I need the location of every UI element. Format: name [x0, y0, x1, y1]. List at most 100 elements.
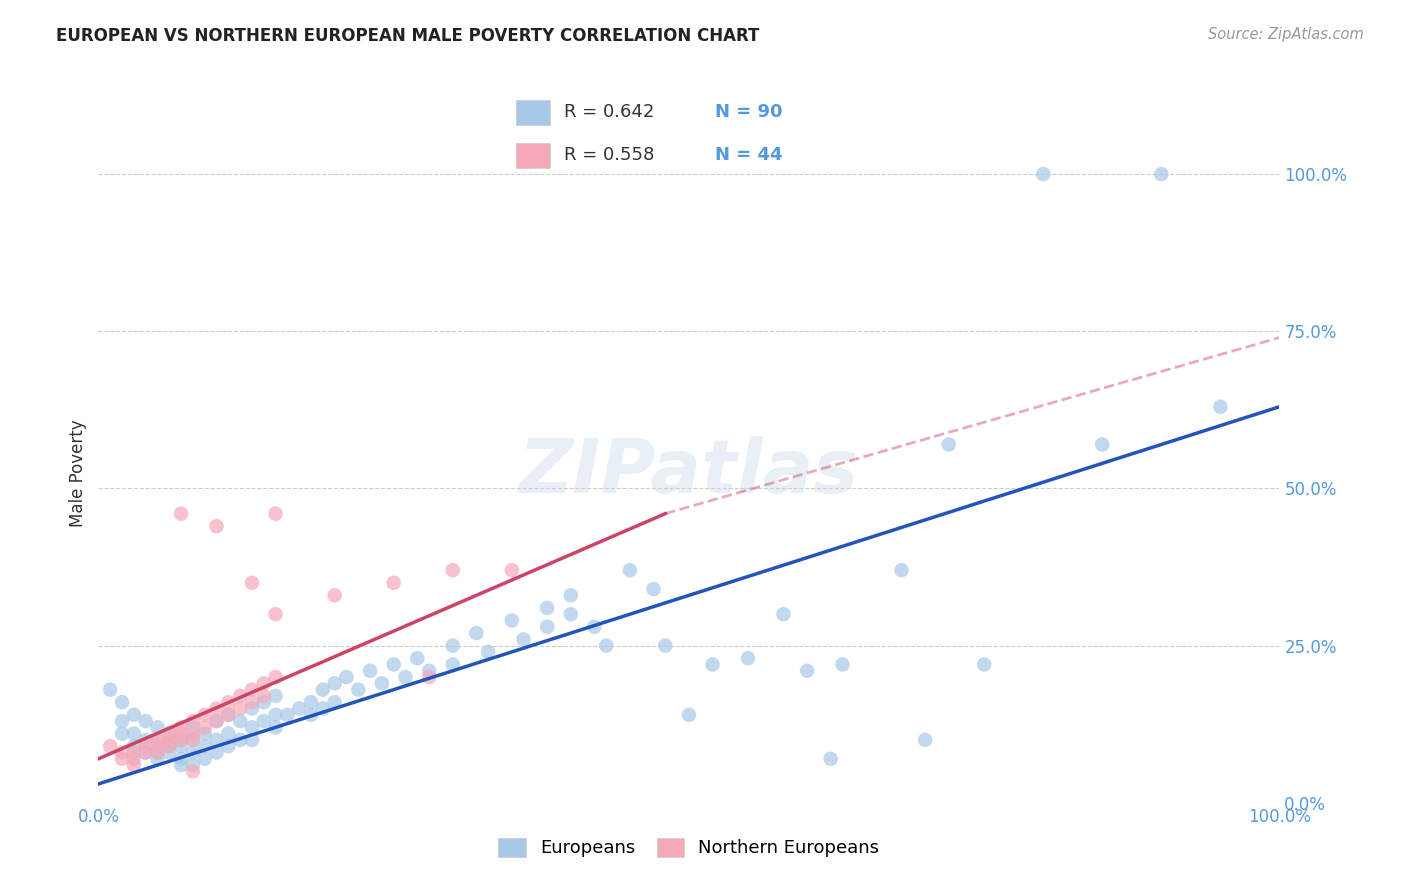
Point [170, 507, 193, 521]
Point [772, 607, 794, 622]
Point [831, 657, 853, 672]
Point [122, 752, 145, 766]
Y-axis label: Male Poverty: Male Poverty [69, 419, 87, 526]
Point [253, 676, 276, 690]
Point [264, 689, 287, 703]
Point [973, 657, 995, 672]
Point [240, 701, 263, 715]
Point [406, 651, 429, 665]
Point [217, 726, 239, 740]
Point [512, 632, 534, 647]
Point [122, 707, 145, 722]
Point [135, 746, 157, 760]
Point [181, 764, 204, 779]
Point [678, 707, 700, 722]
Point [217, 707, 239, 722]
Point [98, 739, 121, 754]
Point [135, 714, 157, 728]
Point [229, 689, 252, 703]
Point [170, 726, 193, 740]
Point [536, 601, 558, 615]
Point [135, 746, 157, 760]
Point [371, 676, 394, 690]
Point [146, 720, 169, 734]
Point [240, 575, 263, 590]
Point [323, 588, 346, 602]
Point [619, 563, 641, 577]
Point [418, 664, 440, 678]
Point [170, 720, 193, 734]
Point [240, 682, 263, 697]
Text: R = 0.642: R = 0.642 [564, 103, 654, 121]
Point [702, 657, 724, 672]
Point [240, 733, 263, 747]
Point [170, 733, 193, 747]
Point [146, 733, 169, 747]
Text: EUROPEAN VS NORTHERN EUROPEAN MALE POVERTY CORRELATION CHART: EUROPEAN VS NORTHERN EUROPEAN MALE POVER… [56, 27, 759, 45]
Point [560, 588, 582, 602]
Point [194, 752, 217, 766]
Point [111, 726, 134, 740]
Point [157, 726, 180, 740]
Point [299, 695, 322, 709]
Point [157, 733, 180, 747]
Text: N = 44: N = 44 [716, 146, 783, 164]
Point [1032, 167, 1054, 181]
Point [229, 714, 252, 728]
Point [276, 707, 298, 722]
Point [146, 733, 169, 747]
Point [382, 575, 405, 590]
Point [181, 733, 204, 747]
Text: Source: ZipAtlas.com: Source: ZipAtlas.com [1208, 27, 1364, 42]
Point [1209, 400, 1232, 414]
Point [111, 752, 134, 766]
Point [181, 726, 204, 740]
Point [146, 752, 169, 766]
Point [157, 746, 180, 760]
Point [217, 707, 239, 722]
Point [111, 714, 134, 728]
Point [335, 670, 357, 684]
Point [737, 651, 759, 665]
Point [465, 626, 488, 640]
Point [157, 739, 180, 754]
Point [890, 563, 912, 577]
Point [477, 645, 499, 659]
Point [122, 739, 145, 754]
Point [181, 714, 204, 728]
Point [170, 758, 193, 772]
Point [194, 707, 217, 722]
Point [146, 746, 169, 760]
Point [264, 720, 287, 734]
Point [122, 726, 145, 740]
Point [938, 437, 960, 451]
Point [264, 670, 287, 684]
Point [146, 746, 169, 760]
Point [146, 739, 169, 754]
Point [359, 664, 381, 678]
Point [229, 701, 252, 715]
Point [796, 664, 818, 678]
Point [205, 714, 228, 728]
Point [122, 746, 145, 760]
Point [135, 733, 157, 747]
Point [253, 695, 276, 709]
Point [323, 676, 346, 690]
Point [205, 701, 228, 715]
Point [264, 607, 287, 622]
Bar [516, 100, 550, 125]
Point [288, 701, 311, 715]
Point [181, 720, 204, 734]
Point [253, 689, 276, 703]
Point [643, 582, 665, 596]
Point [111, 695, 134, 709]
Point [501, 614, 523, 628]
Point [170, 752, 193, 766]
Point [820, 752, 842, 766]
Point [181, 746, 204, 760]
Point [441, 563, 464, 577]
Point [194, 726, 217, 740]
Point [347, 682, 370, 697]
Point [170, 739, 193, 754]
Bar [516, 143, 550, 168]
